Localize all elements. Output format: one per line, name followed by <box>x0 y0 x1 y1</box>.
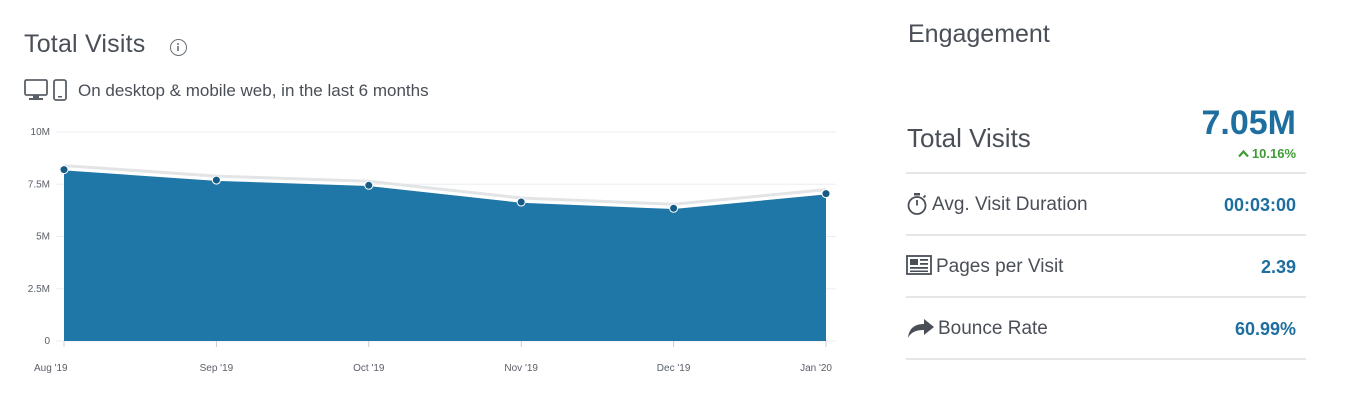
mobile-icon <box>53 79 67 106</box>
y-tick-label: 5M <box>36 232 50 243</box>
total-visits-panel: Total Visits On desktop & mobile web, in… <box>24 30 836 374</box>
stopwatch-icon <box>906 192 928 221</box>
x-tick-label: Dec '19 <box>657 363 691 374</box>
x-tick-label: Oct '19 <box>353 363 385 374</box>
x-tick-label: Sep '19 <box>200 363 234 374</box>
x-tick-label: Jan '20 <box>800 363 832 374</box>
engagement-panel: Engagement Total Visits 7.05M 10.16% Avg… <box>890 0 1320 415</box>
engagement-title: Engagement <box>908 20 1050 48</box>
x-tick-label: Aug '19 <box>34 363 68 374</box>
data-point <box>60 166 68 174</box>
data-point <box>670 204 678 212</box>
total-visits-change-value: 10.16% <box>1251 146 1296 161</box>
desktop-icon <box>24 79 48 106</box>
visits-line <box>63 168 827 210</box>
data-point <box>365 181 373 189</box>
metric-avg-visit-duration: Avg. Visit Duration 00:03:00 <box>906 186 1306 226</box>
avg-visit-duration-value: 00:03:00 <box>1223 195 1296 215</box>
y-tick-label: 0 <box>44 336 50 347</box>
total-visits-chart: 0 2.5M 5M 7.5M 10M Aug '19 Sep '19 Oct '19 Nov '… <box>28 127 836 374</box>
total-visits-title: Total Visits <box>24 30 146 58</box>
y-tick-label: 7.5M <box>28 179 50 190</box>
x-tick-label: Nov '19 <box>504 363 538 374</box>
device-filter-text: On desktop & mobile web, in the last 6 m… <box>78 81 429 100</box>
pages-icon <box>906 254 932 283</box>
series-shadow-line <box>63 164 827 206</box>
bounce-rate-value: 60.99% <box>1234 319 1296 339</box>
data-point <box>212 176 220 184</box>
metric-pages-per-visit: Pages per Visit 2.39 <box>906 248 1306 288</box>
arrow-up-icon <box>1238 146 1249 161</box>
y-tick-label: 10M <box>31 127 50 138</box>
pages-per-visit-label: Pages per Visit <box>936 256 1064 277</box>
divider <box>906 358 1306 360</box>
data-point <box>517 198 525 206</box>
visits-area <box>64 169 826 341</box>
total-visits-change: 10.16% <box>1238 146 1296 161</box>
bounce-rate-label: Bounce Rate <box>938 318 1048 339</box>
divider <box>906 296 1306 298</box>
engagement-total-visits-label: Total Visits <box>907 123 1031 153</box>
avg-visit-duration-label: Avg. Visit Duration <box>932 194 1088 215</box>
info-icon[interactable] <box>170 39 187 56</box>
pages-per-visit-value: 2.39 <box>1260 257 1296 277</box>
bounce-arrow-icon <box>906 316 936 345</box>
metric-bounce-rate: Bounce Rate 60.99% <box>906 310 1306 350</box>
y-tick-label: 2.5M <box>28 284 50 295</box>
divider <box>906 172 1306 174</box>
divider <box>906 234 1306 236</box>
data-point <box>822 190 830 198</box>
engagement-total-visits-value: 7.05M <box>1201 104 1297 142</box>
